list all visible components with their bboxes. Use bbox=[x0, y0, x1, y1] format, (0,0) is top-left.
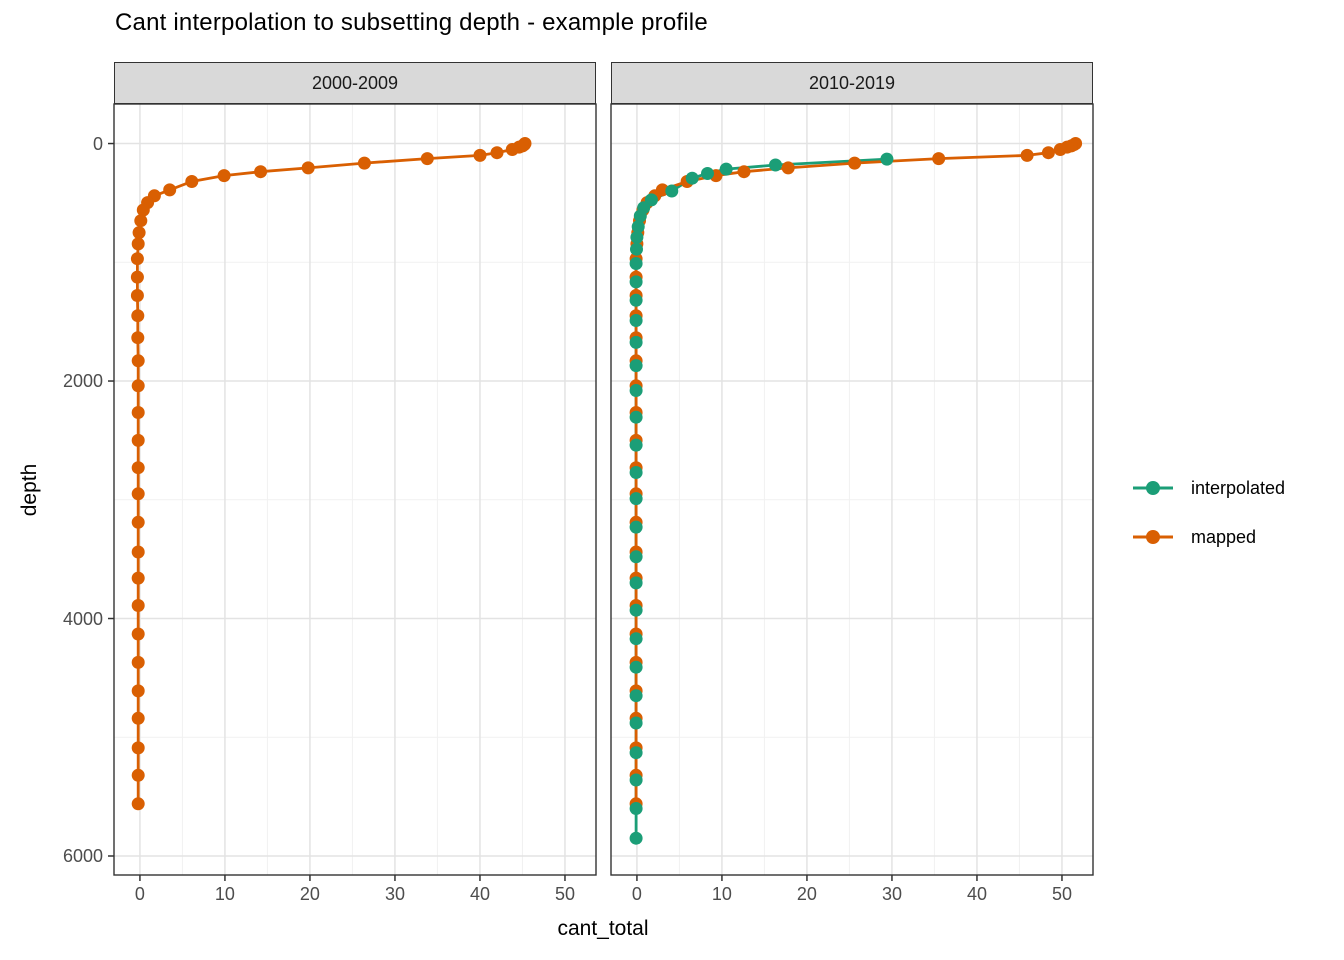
legend-key-interpolated-icon bbox=[1133, 481, 1173, 495]
x-tick-label: 50 bbox=[1051, 884, 1072, 904]
x-tick-label: 50 bbox=[554, 884, 575, 904]
y-axis-title: depth bbox=[18, 463, 41, 517]
x-tick-label: 20 bbox=[796, 884, 817, 904]
plot-title: Cant interpolation to subsetting depth -… bbox=[115, 9, 708, 36]
facet-panel-2010-2019 bbox=[610, 103, 1094, 881]
legend-label: interpolated bbox=[1191, 477, 1286, 498]
legend-label: mapped bbox=[1191, 526, 1257, 547]
y-tick-label: 2000 bbox=[62, 371, 103, 392]
facet-strip-label: 2010-2019 bbox=[808, 72, 896, 93]
y-tick-label: 4000 bbox=[62, 608, 103, 629]
facet-strip-2000-2009: 2000-2009 bbox=[114, 62, 596, 104]
y-tick-label: 0 bbox=[92, 133, 103, 154]
x-tick-label: 10 bbox=[214, 884, 235, 904]
x-tick-label: 20 bbox=[299, 884, 320, 904]
x-tick-label: 40 bbox=[966, 884, 987, 904]
facet-panel-2000-2009 bbox=[108, 103, 597, 881]
legend: interpolated mapped bbox=[1131, 477, 1285, 548]
x-tick-label: 0 bbox=[134, 884, 145, 904]
x-tick-label: 10 bbox=[711, 884, 732, 904]
x-tick-label: 0 bbox=[631, 884, 642, 904]
series-points-interpolated bbox=[629, 152, 894, 845]
x-tick-label: 30 bbox=[384, 884, 405, 904]
legend-item-mapped: mapped bbox=[1131, 526, 1285, 548]
x-tick-label: 30 bbox=[881, 884, 902, 904]
legend-item-interpolated: interpolated bbox=[1131, 477, 1285, 499]
y-tick-label: 6000 bbox=[62, 846, 103, 866]
x-axis-title: cant_total bbox=[557, 917, 649, 940]
series-points-mapped bbox=[130, 137, 532, 811]
facet-strip-label: 2000-2009 bbox=[311, 72, 399, 93]
x-tick-label: 40 bbox=[469, 884, 490, 904]
legend-key-mapped-icon bbox=[1133, 530, 1173, 544]
